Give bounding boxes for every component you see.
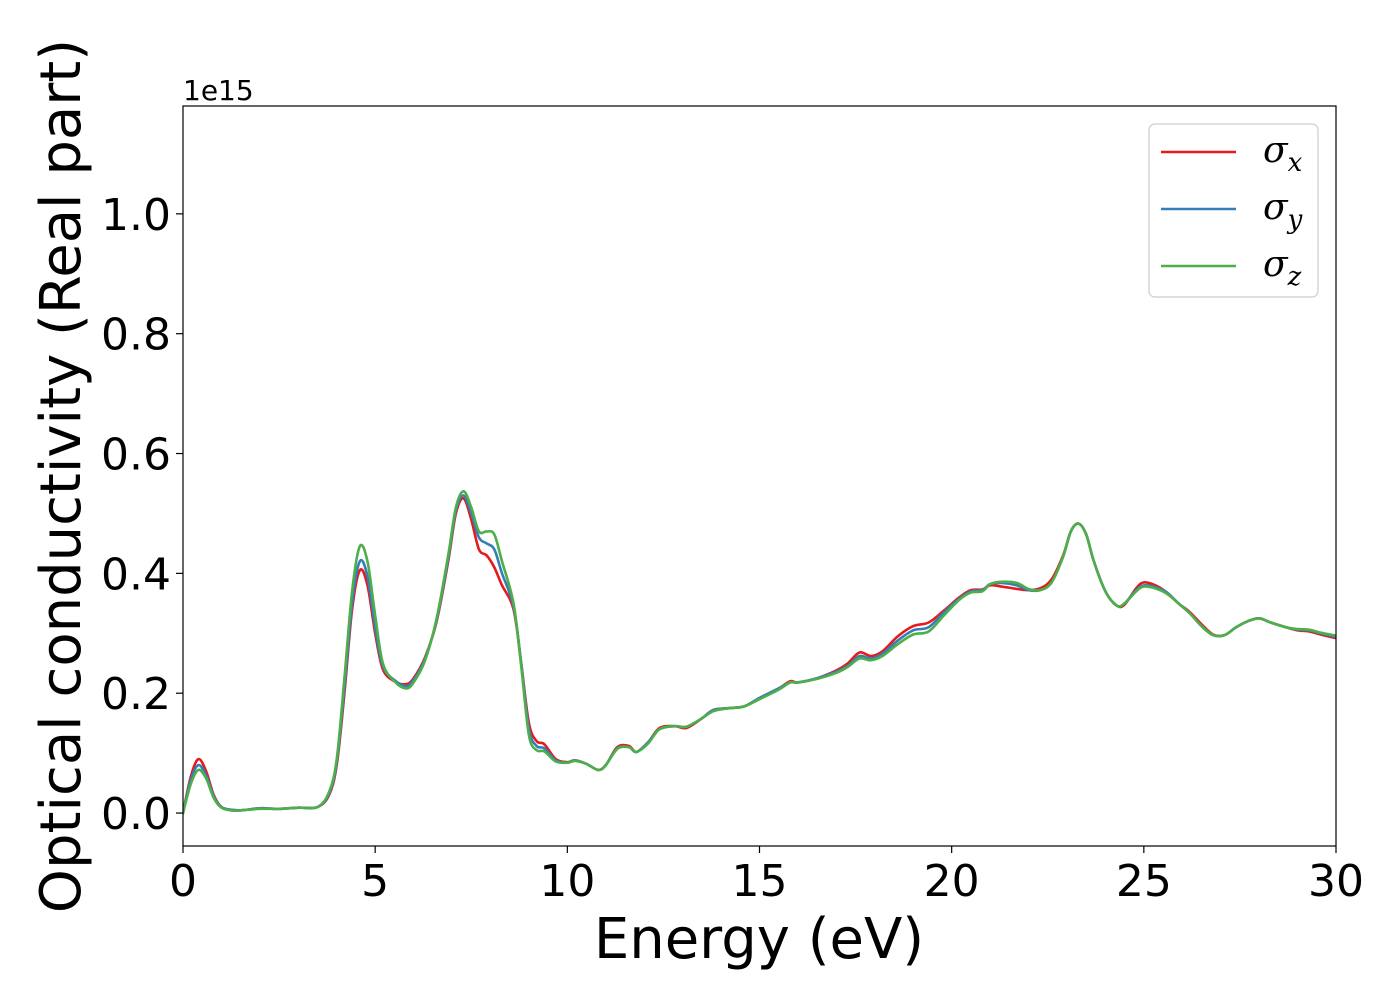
x-axis-label: Energy (eV) xyxy=(594,907,924,972)
x-tick-label: 30 xyxy=(1308,856,1364,907)
y-axis-offset-label: 1e15 xyxy=(183,74,254,107)
legend-item-sigma-z: σz xyxy=(1161,244,1302,292)
x-tick-label: 5 xyxy=(361,856,389,907)
y-tick-label: 1.0 xyxy=(101,190,171,241)
x-tick-label: 10 xyxy=(539,856,595,907)
legend: σx σy σz xyxy=(1148,123,1319,298)
y-tick-label: 0.0 xyxy=(101,789,171,840)
legend-label: σy xyxy=(1263,187,1303,235)
x-axis-ticks: 0 5 10 15 20 25 30 xyxy=(169,846,1364,907)
x-tick-label: 25 xyxy=(1116,856,1172,907)
y-tick-label: 0.2 xyxy=(101,669,171,720)
legend-item-sigma-x: σx xyxy=(1161,130,1303,178)
legend-box xyxy=(1148,123,1319,298)
series-line-sigma-z xyxy=(183,489,1336,815)
y-tick-label: 0.6 xyxy=(101,430,171,481)
legend-label: σz xyxy=(1263,244,1302,292)
x-tick-label: 0 xyxy=(169,856,197,907)
legend-label: σx xyxy=(1263,130,1303,178)
y-axis-label: Optical conductivity (Real part) xyxy=(29,39,94,913)
y-tick-label: 0.4 xyxy=(101,549,171,600)
legend-item-sigma-y: σy xyxy=(1161,187,1303,235)
series-layer xyxy=(183,489,1336,815)
x-tick-label: 20 xyxy=(924,856,980,907)
y-axis-ticks: 0.0 0.2 0.4 0.6 0.8 1.0 xyxy=(101,190,183,840)
y-tick-label: 0.8 xyxy=(101,310,171,361)
x-tick-label: 15 xyxy=(732,856,788,907)
